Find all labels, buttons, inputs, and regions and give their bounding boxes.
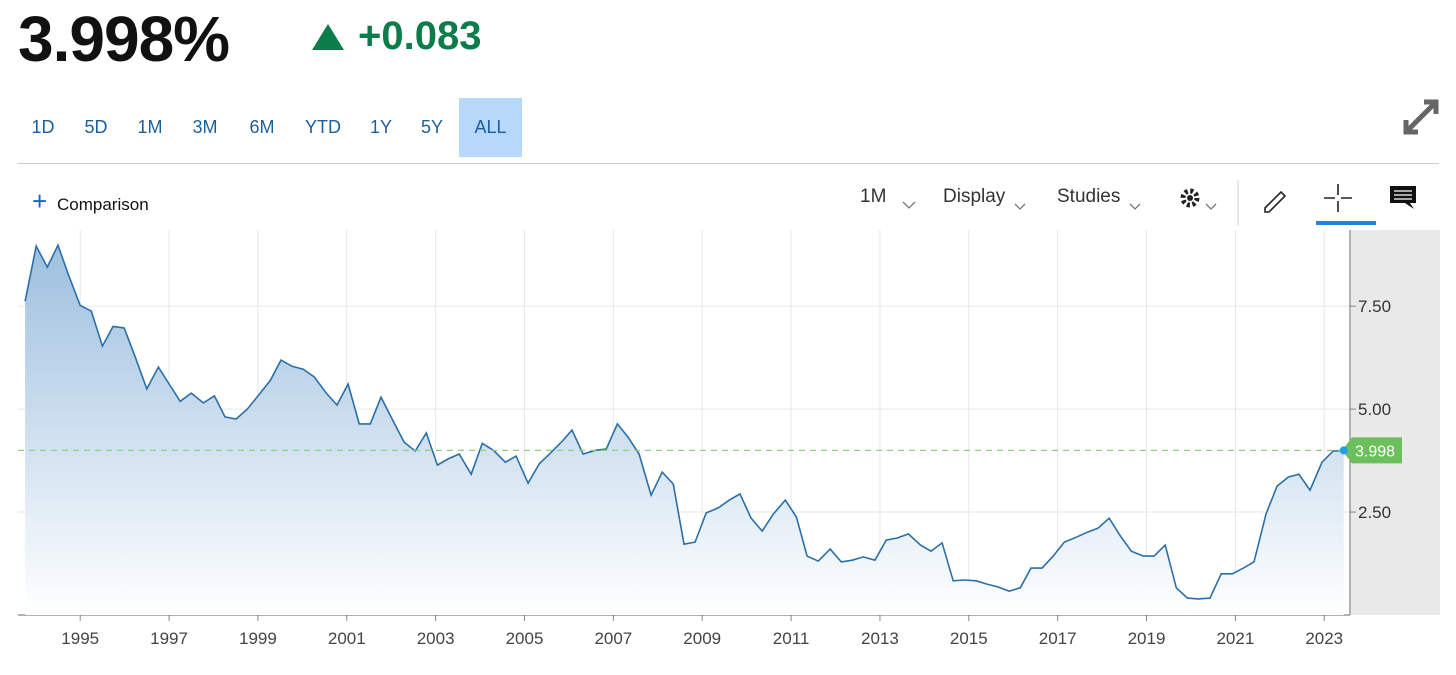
range-button[interactable]: 3M <box>192 117 218 137</box>
price: 3.998% <box>18 3 230 75</box>
x-tick-label: 2021 <box>1216 629 1254 648</box>
x-tick-label: 1995 <box>61 629 99 648</box>
x-tick-label: 2007 <box>594 629 632 648</box>
last-point <box>1339 446 1348 455</box>
x-tick-label: 2001 <box>328 629 366 648</box>
price-axis-panel <box>1351 230 1440 615</box>
x-tick-label: 2023 <box>1305 629 1343 648</box>
x-tick-label: 2017 <box>1039 629 1077 648</box>
y-tick-label: 7.50 <box>1358 297 1391 316</box>
range-button[interactable]: 5Y <box>420 117 444 137</box>
x-tick-label: 2013 <box>861 629 899 648</box>
divider <box>18 163 1439 164</box>
expand-icon[interactable] <box>1400 96 1442 138</box>
range-button[interactable]: 1D <box>31 117 55 137</box>
x-tick-label: 2015 <box>950 629 988 648</box>
y-tick-label: 2.50 <box>1358 503 1391 522</box>
x-tick-label: 2003 <box>417 629 455 648</box>
price-change: +0.083 <box>358 14 482 58</box>
area-fill <box>25 245 1344 615</box>
interval-menu[interactable]: 1M <box>860 186 887 207</box>
x-tick-label: 1997 <box>150 629 188 648</box>
comparison-button[interactable]: Comparison <box>57 195 149 214</box>
toolbar-icons <box>902 180 1416 226</box>
range-button[interactable]: ALL <box>459 98 522 157</box>
range-button[interactable]: 6M <box>249 117 275 137</box>
range-button[interactable]: 5D <box>84 117 108 137</box>
x-tick-label: 2005 <box>506 629 544 648</box>
x-tick-label: 2009 <box>683 629 721 648</box>
x-tick-label: 2019 <box>1128 629 1166 648</box>
range-button[interactable]: YTD <box>305 117 341 137</box>
plus-icon: + <box>32 186 48 216</box>
x-tick-label: 2011 <box>773 629 810 648</box>
current-price-label: 3.998 <box>1355 443 1395 460</box>
price-line <box>24 243 1344 600</box>
up-arrow <box>312 24 344 50</box>
display-menu[interactable]: Display <box>943 186 1006 207</box>
range-button[interactable]: 1M <box>137 117 163 137</box>
range-button[interactable]: 1Y <box>369 117 393 137</box>
y-tick-label: 5.00 <box>1358 400 1391 419</box>
studies-menu[interactable]: Studies <box>1057 186 1121 207</box>
x-tick-label: 1999 <box>239 629 277 648</box>
current-price-tag <box>1342 437 1402 464</box>
